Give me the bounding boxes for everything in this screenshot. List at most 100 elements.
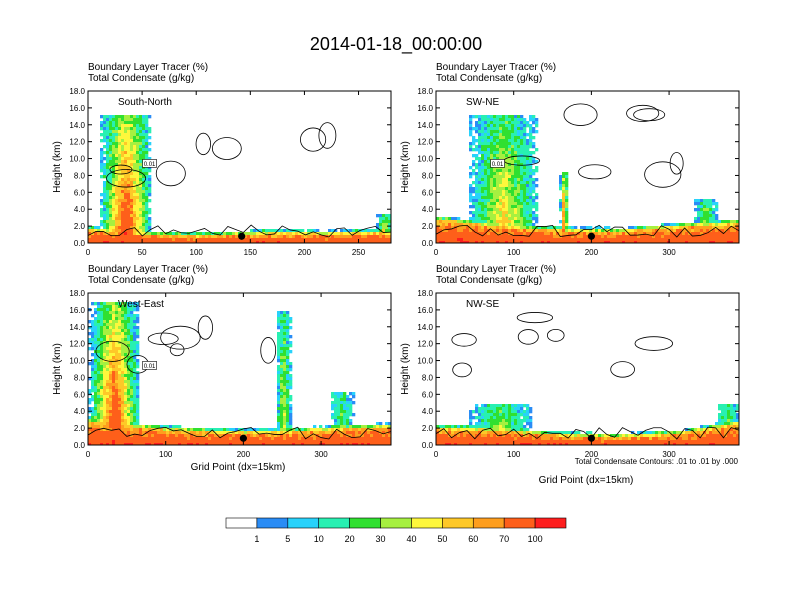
y-tick-label: 14.0	[69, 121, 85, 130]
colorbar-label: 70	[499, 534, 509, 544]
tracer-field	[88, 115, 391, 243]
y-tick-label: 6.0	[422, 188, 434, 197]
y-tick-label: 12.0	[417, 340, 433, 349]
colorbar-label: 10	[314, 534, 324, 544]
x-tick-label: 200	[237, 450, 251, 459]
x-tick-label: 300	[314, 450, 328, 459]
x-tick-label: 200	[585, 450, 599, 459]
panel-1: 0.0 2.0 4.0 6.0 8.0 10.0 12.0 14.0 16.0 18.0 0 100 2…	[400, 62, 740, 257]
x-tick-label: 0	[86, 248, 91, 257]
y-tick-label: 18.0	[69, 87, 85, 96]
panel-0: 0.0 2.0 4.0 6.0 8.0 10.0 12.0 14.0 16.0 18.0 0 50 10…	[52, 62, 392, 257]
colorbar-label: 50	[437, 534, 447, 544]
cross-section-name: South-North	[118, 97, 172, 108]
cloud-contour	[318, 122, 337, 149]
y-tick-label: 10.0	[69, 357, 85, 366]
x-tick-label: 100	[507, 450, 521, 459]
plot-frame	[435, 90, 740, 244]
cloud-contour	[633, 108, 666, 122]
cloud-contour	[563, 103, 598, 126]
y-tick-label: 8.0	[422, 373, 434, 382]
cloud-contour	[155, 160, 186, 187]
cloud-contour	[634, 336, 674, 351]
surface-contour	[436, 224, 739, 238]
y-tick-label: 8.0	[422, 171, 434, 180]
panel-line2: Total Condensate (g/kg)	[436, 73, 542, 84]
y-tick-label: 6.0	[74, 390, 86, 399]
cloud-contour	[95, 340, 130, 362]
cloud-contour	[451, 333, 477, 347]
y-tick-label: 6.0	[422, 390, 434, 399]
contour-label-box	[142, 159, 157, 168]
colorbar-swatch	[472, 517, 505, 529]
y-tick-label: 12.0	[417, 138, 433, 147]
contour-label: 0.01	[144, 364, 156, 370]
x-tick-label: 100	[190, 248, 204, 257]
cloud-contour	[211, 137, 242, 160]
y-tick-label: 16.0	[417, 306, 433, 315]
colorbar-label: 30	[376, 534, 386, 544]
cloud-contour	[517, 329, 539, 345]
y-axis-label: Height (km)	[52, 141, 63, 193]
cloud-contour	[546, 328, 565, 342]
cloud-contour	[610, 361, 635, 378]
y-tick-label: 8.0	[74, 171, 86, 180]
colorbar-swatch	[287, 517, 320, 529]
colorbar-label: 5	[285, 534, 290, 544]
y-tick-label: 4.0	[422, 407, 434, 416]
y-tick-label: 2.0	[422, 222, 434, 231]
panel-line2: Total Condensate (g/kg)	[88, 73, 194, 84]
colorbar-swatch	[380, 517, 412, 529]
location-marker	[239, 434, 247, 442]
y-tick-label: 10.0	[69, 155, 85, 164]
cloud-contour	[669, 152, 684, 175]
surface-contour	[88, 426, 391, 440]
colorbar-swatch	[256, 517, 289, 529]
y-tick-label: 18.0	[417, 87, 433, 96]
y-tick-label: 12.0	[69, 340, 85, 349]
colorbar-label: 1	[254, 534, 259, 544]
colorbar-swatch	[318, 517, 350, 529]
contour-label: 0.01	[492, 162, 504, 168]
x-tick-label: 300	[662, 248, 676, 257]
location-marker	[587, 434, 595, 442]
x-tick-label: 300	[662, 450, 676, 459]
cloud-contour	[578, 164, 612, 180]
contour-label: 0.01	[144, 162, 156, 168]
x-tick-label: 150	[244, 248, 258, 257]
condensate-contours	[88, 315, 391, 440]
plot-frame	[435, 292, 740, 446]
y-tick-label: 16.0	[69, 306, 85, 315]
colorbar-label: 40	[406, 534, 416, 544]
panel-line1: Boundary Layer Tracer (%)	[88, 264, 208, 275]
cloud-contour	[300, 127, 327, 152]
y-tick-label: 2.0	[74, 424, 86, 433]
y-tick-label: 18.0	[417, 289, 433, 298]
y-tick-label: 2.0	[422, 424, 434, 433]
tracer-field	[88, 302, 391, 445]
cloud-contour	[169, 343, 185, 357]
y-tick-label: 18.0	[69, 289, 85, 298]
y-axis-label: Height (km)	[400, 343, 411, 395]
panel-2: 0.0 2.0 4.0 6.0 8.0 10.0 12.0 14.0 16.0 18.0 0 100 2…	[52, 264, 392, 459]
y-axis-label: Height (km)	[400, 141, 411, 193]
colorbar-swatch	[503, 517, 536, 529]
y-tick-label: 0.0	[422, 441, 434, 450]
colorbar: 1 5 10 20 30 40 50 60 70 100	[225, 517, 567, 544]
cloud-contour	[626, 104, 660, 122]
x-axis-label-right: Grid Point (dx=15km)	[539, 475, 634, 486]
cross-section-name: West-East	[118, 299, 164, 310]
x-tick-label: 250	[352, 248, 366, 257]
tracer-field	[436, 404, 739, 445]
colorbar-label: 60	[468, 534, 478, 544]
cloud-contour	[260, 337, 277, 364]
location-marker	[238, 232, 246, 240]
panel-line1: Boundary Layer Tracer (%)	[88, 62, 208, 73]
location-marker	[587, 232, 595, 240]
y-tick-label: 8.0	[74, 373, 86, 382]
y-tick-label: 0.0	[422, 239, 434, 248]
panel-line1: Boundary Layer Tracer (%)	[436, 264, 556, 275]
y-tick-label: 4.0	[74, 205, 86, 214]
y-tick-label: 12.0	[69, 138, 85, 147]
